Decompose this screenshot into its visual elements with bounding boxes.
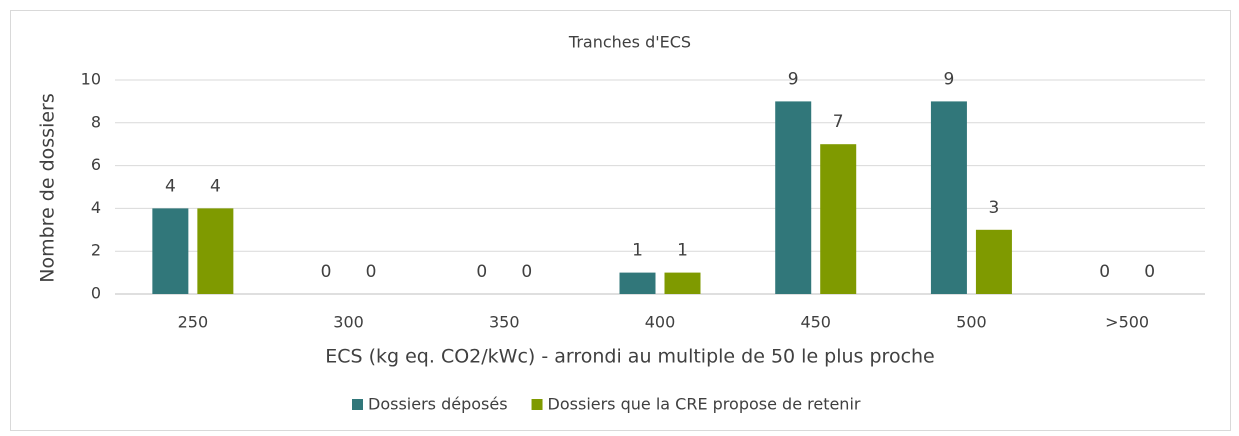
x-tick-label: 450 [800,313,831,332]
y-tick-label: 2 [91,241,101,260]
y-axis-label: Nombre de dossiers [37,93,59,282]
bar [619,272,656,294]
legend-label: Dossiers que la CRE propose de retenir [548,395,861,414]
data-label: 3 [989,198,1000,218]
data-label: 0 [476,262,487,282]
x-tick-label: 500 [956,313,987,332]
bar [930,101,967,295]
data-label: 0 [521,262,532,282]
y-tick-label: 8 [91,112,101,131]
legend-swatch [531,399,543,410]
data-label: 4 [165,176,176,196]
chart-border [10,10,1231,431]
bar [664,272,701,294]
y-tick-label: 6 [91,155,101,174]
data-label: 1 [632,241,643,261]
bar [775,101,812,295]
bar [152,208,189,294]
bar [820,144,857,294]
x-tick-label: >500 [1105,313,1149,332]
y-tick-label: 4 [91,198,101,217]
data-label: 7 [833,112,844,132]
data-label: 0 [321,262,332,282]
bar [197,208,234,294]
y-tick-label: 0 [91,284,101,303]
x-tick-label: 250 [178,313,209,332]
bar [975,229,1012,294]
x-tick-label: 400 [645,313,676,332]
data-label: 9 [788,69,799,89]
x-axis-label: ECS (kg eq. CO2/kWc) - arrondi au multip… [325,346,935,368]
data-label: 4 [210,176,221,196]
x-tick-label: 300 [333,313,364,332]
x-tick-label: 350 [489,313,520,332]
data-label: 0 [1099,262,1110,282]
legend-swatch [352,399,363,410]
data-label: 0 [1144,262,1155,282]
y-tick-label: 10 [81,70,101,89]
legend-label: Dossiers déposés [368,395,508,414]
data-label: 1 [677,241,688,261]
chart-title: Tranches d'ECS [568,33,691,52]
data-label: 9 [944,69,955,89]
data-label: 0 [366,262,377,282]
